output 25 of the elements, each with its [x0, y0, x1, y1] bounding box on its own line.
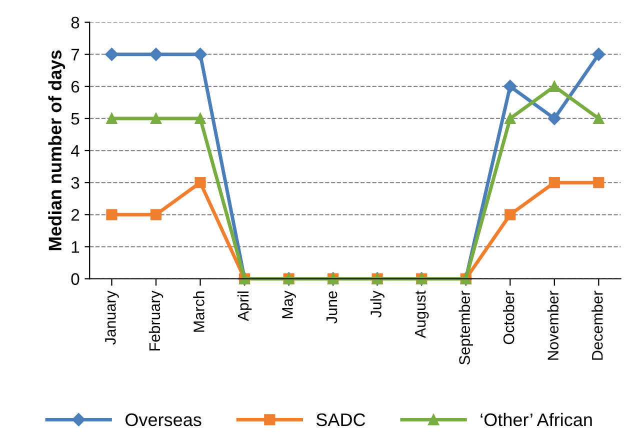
x-tick-label: May: [282, 290, 296, 318]
x-tick-label: April: [237, 292, 252, 322]
y-axis-title: Median number of days: [48, 50, 66, 250]
y-tick-label: 7: [71, 48, 80, 60]
x-tick-label: September: [458, 290, 473, 365]
x-tick-label: March: [193, 292, 204, 332]
y-tick-label: 6: [71, 80, 80, 93]
y-tick-label: 4: [70, 145, 80, 157]
y-tick-label: 3: [71, 176, 80, 189]
x-tick-label: October: [503, 290, 514, 344]
legend-label: SADC: [316, 413, 366, 426]
x-tick-label: December: [592, 290, 603, 360]
y-tick-label: 2: [71, 209, 80, 221]
y-tick-label: 5: [71, 113, 80, 125]
x-tick-label: January: [105, 290, 119, 345]
x-tick-label: June: [326, 291, 338, 324]
x-tick-label: August: [415, 290, 429, 338]
x-tick-label: November: [547, 290, 558, 360]
legend-label: ‘Other’ African: [480, 412, 592, 426]
y-tick-label: 1: [72, 241, 80, 253]
legend-label: Overseas: [126, 413, 202, 426]
x-tick-label: February: [148, 290, 164, 350]
x-tick-label: July: [370, 290, 384, 318]
y-tick-label: 8: [71, 16, 80, 29]
y-tick-label: 0: [71, 273, 80, 285]
